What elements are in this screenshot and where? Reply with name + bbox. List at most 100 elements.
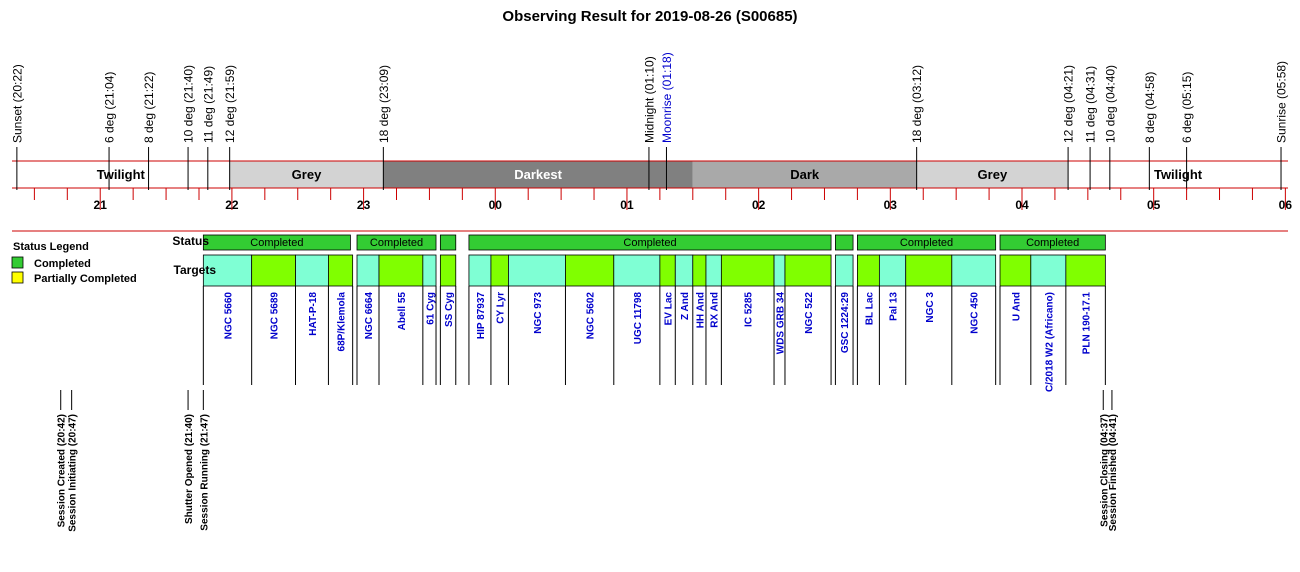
target-label-ngc-5689: NGC 5689 <box>270 292 281 340</box>
sky-event-label-10: 12 deg (04:21) <box>1062 65 1076 143</box>
hour-tick-label-6: 03 <box>884 198 898 212</box>
sky-event-label-11: 11 deg (04:31) <box>1084 66 1098 143</box>
hour-tick-label-8: 05 <box>1147 198 1161 212</box>
target-label-ugc-11798: UGC 11798 <box>633 292 644 345</box>
status-segment-label-0: Completed <box>250 237 303 249</box>
target-label-ngc-522: NGC 522 <box>804 292 815 334</box>
target-block-u-and <box>999 254 1032 287</box>
target-label-ss-cyg: SS Cyg <box>444 292 455 327</box>
target-label-ngc-450: NGC 450 <box>970 292 981 334</box>
session-event-label-1: Session Initiating (20:47) <box>68 414 79 532</box>
target-label-68p-klemola: 68P/Klemola <box>337 292 348 352</box>
target-block-c-2018-w2-africano <box>1030 254 1067 287</box>
sky-band-label-twilight-5: Twilight <box>1154 167 1203 182</box>
target-label-z-and: Z And <box>680 292 691 320</box>
sky-band-dark-3 <box>692 161 917 188</box>
target-label-c-2018-w2-africano: C/2018 W2 (Africano) <box>1044 292 1055 392</box>
target-block-ngc-973 <box>508 254 566 287</box>
target-label-ev-lac: EV Lac <box>664 292 675 326</box>
target-block-hat-p-18 <box>295 254 329 287</box>
target-label-ngc-5602: NGC 5602 <box>586 292 597 340</box>
sky-events: Sunset (20:22) 6 deg (21:04) 8 deg (21:22)… <box>10 52 1289 190</box>
target-block-wds-grb-34 <box>773 254 786 287</box>
status-segment-label-1: Completed <box>370 237 423 249</box>
targets-row-label: Targets <box>174 263 217 277</box>
status-segment-0 <box>202 234 351 251</box>
target-label-pal-13: Pal 13 <box>889 292 900 321</box>
hour-tick-label-0: 21 <box>94 198 108 212</box>
status-legend: Status Legend Completed Partially Comple… <box>11 241 137 285</box>
target-label-61-cyg: 61 Cyg <box>425 292 436 325</box>
status-segment-label-3: Completed <box>623 237 676 249</box>
session-event-label-2: Shutter Opened (21:40) <box>184 414 195 524</box>
sky-band-twilight-0 <box>12 161 230 188</box>
target-label-ngc-3: NGC 3 <box>925 292 936 323</box>
hour-tick-label-3: 00 <box>489 198 503 212</box>
status-row-label: Status <box>172 234 209 248</box>
target-label-ngc-973: NGC 973 <box>533 292 544 334</box>
target-label-pln-190-17-1: PLN 190-17.1 <box>1082 292 1093 355</box>
target-block-ngc-450 <box>951 254 997 287</box>
target-block-cy-lyr <box>490 254 509 287</box>
legend-title: Status Legend <box>13 241 89 253</box>
hour-tick-label-9: 06 <box>1279 198 1293 212</box>
target-block-ugc-11798 <box>613 254 661 287</box>
target-block-ss-cyg <box>439 254 457 287</box>
session-event-label-0: Session Created (20:42) <box>57 414 68 527</box>
status-segment-4 <box>835 234 854 251</box>
sky-event-label-2: 8 deg (21:22) <box>142 72 156 143</box>
legend-swatch-partially-completed <box>11 271 24 284</box>
target-block-61-cyg <box>422 254 437 287</box>
hour-tick-label-7: 04 <box>1015 198 1029 212</box>
target-block-abell-55 <box>378 254 424 287</box>
sky-band-label-darkest-2: Darkest <box>514 167 562 182</box>
target-block-ngc-522 <box>784 254 832 287</box>
legend-label-partially-completed: Partially Completed <box>34 273 137 285</box>
target-label-rx-and: RX And <box>710 292 721 328</box>
status-row: Completed Completed Completed Completed Comp… <box>202 234 1106 251</box>
target-block-pln-190-17-1 <box>1065 254 1106 287</box>
sky-band-twilight-5 <box>1068 161 1288 188</box>
session-events: Session Created (20:42) Session Initiatin… <box>57 390 1119 532</box>
target-label-ic-5285: IC 5285 <box>744 292 755 327</box>
sky-band-grey-4 <box>916 161 1069 188</box>
target-label-gsc-1224-29: GSC 1224:29 <box>840 292 851 354</box>
legend-swatch-completed <box>11 256 24 269</box>
sky-event-label-1: 6 deg (21:04) <box>103 72 117 143</box>
target-label-abell-55: Abell 55 <box>397 292 408 331</box>
hour-tick-label-1: 22 <box>225 198 239 212</box>
target-label-wds-grb-34: WDS GRB 34 <box>776 292 787 355</box>
session-event-label-5: Session Finished (04:41) <box>1108 414 1119 531</box>
legend-label-completed: Completed <box>34 258 91 270</box>
sky-band-label-grey-1: Grey <box>292 167 322 182</box>
sky-band-darkest-2 <box>383 161 693 188</box>
sky-event-label-15: Sunrise (05:58) <box>1275 61 1289 143</box>
sky-event-label-12: 10 deg (04:40) <box>1103 65 1117 143</box>
sky-bands: Twilight Grey Darkest Dark Grey Twilight <box>12 160 1288 189</box>
target-block-gsc-1224-29 <box>835 254 854 287</box>
sky-event-label-14: 6 deg (05:15) <box>1180 72 1194 143</box>
target-block-68p-klemola <box>328 254 354 287</box>
target-block-hh-and <box>692 254 707 287</box>
sky-event-label-0: Sunset (20:22) <box>10 64 24 143</box>
target-label-ngc-6664: NGC 6664 <box>364 292 375 340</box>
target-block-hip-87937 <box>468 254 492 287</box>
session-event-label-3: Session Running (21:47) <box>199 414 210 531</box>
sky-band-label-dark-3: Dark <box>790 167 820 182</box>
status-segment-3 <box>468 234 832 251</box>
target-block-rx-and <box>705 254 722 287</box>
target-block-pal-13 <box>878 254 907 287</box>
chart-title: Observing Result for 2019-08-26 (S00685) <box>502 8 797 25</box>
target-label-cy-lyr: CY Lyr <box>496 292 507 324</box>
target-block-ngc-5660 <box>202 254 253 287</box>
status-segment-2 <box>439 234 457 251</box>
status-segment-1 <box>356 234 437 251</box>
session-event-label-4: Session Closing (04:37) <box>1099 414 1110 527</box>
target-block-bl-lac <box>856 254 880 287</box>
sky-event-label-5: 12 deg (21:59) <box>223 65 237 143</box>
status-segment-label-6: Completed <box>1026 237 1079 249</box>
sky-event-label-8: Moonrise (01:18) <box>660 52 674 143</box>
sky-band-label-grey-4: Grey <box>978 167 1008 182</box>
status-segment-label-5: Completed <box>900 237 953 249</box>
